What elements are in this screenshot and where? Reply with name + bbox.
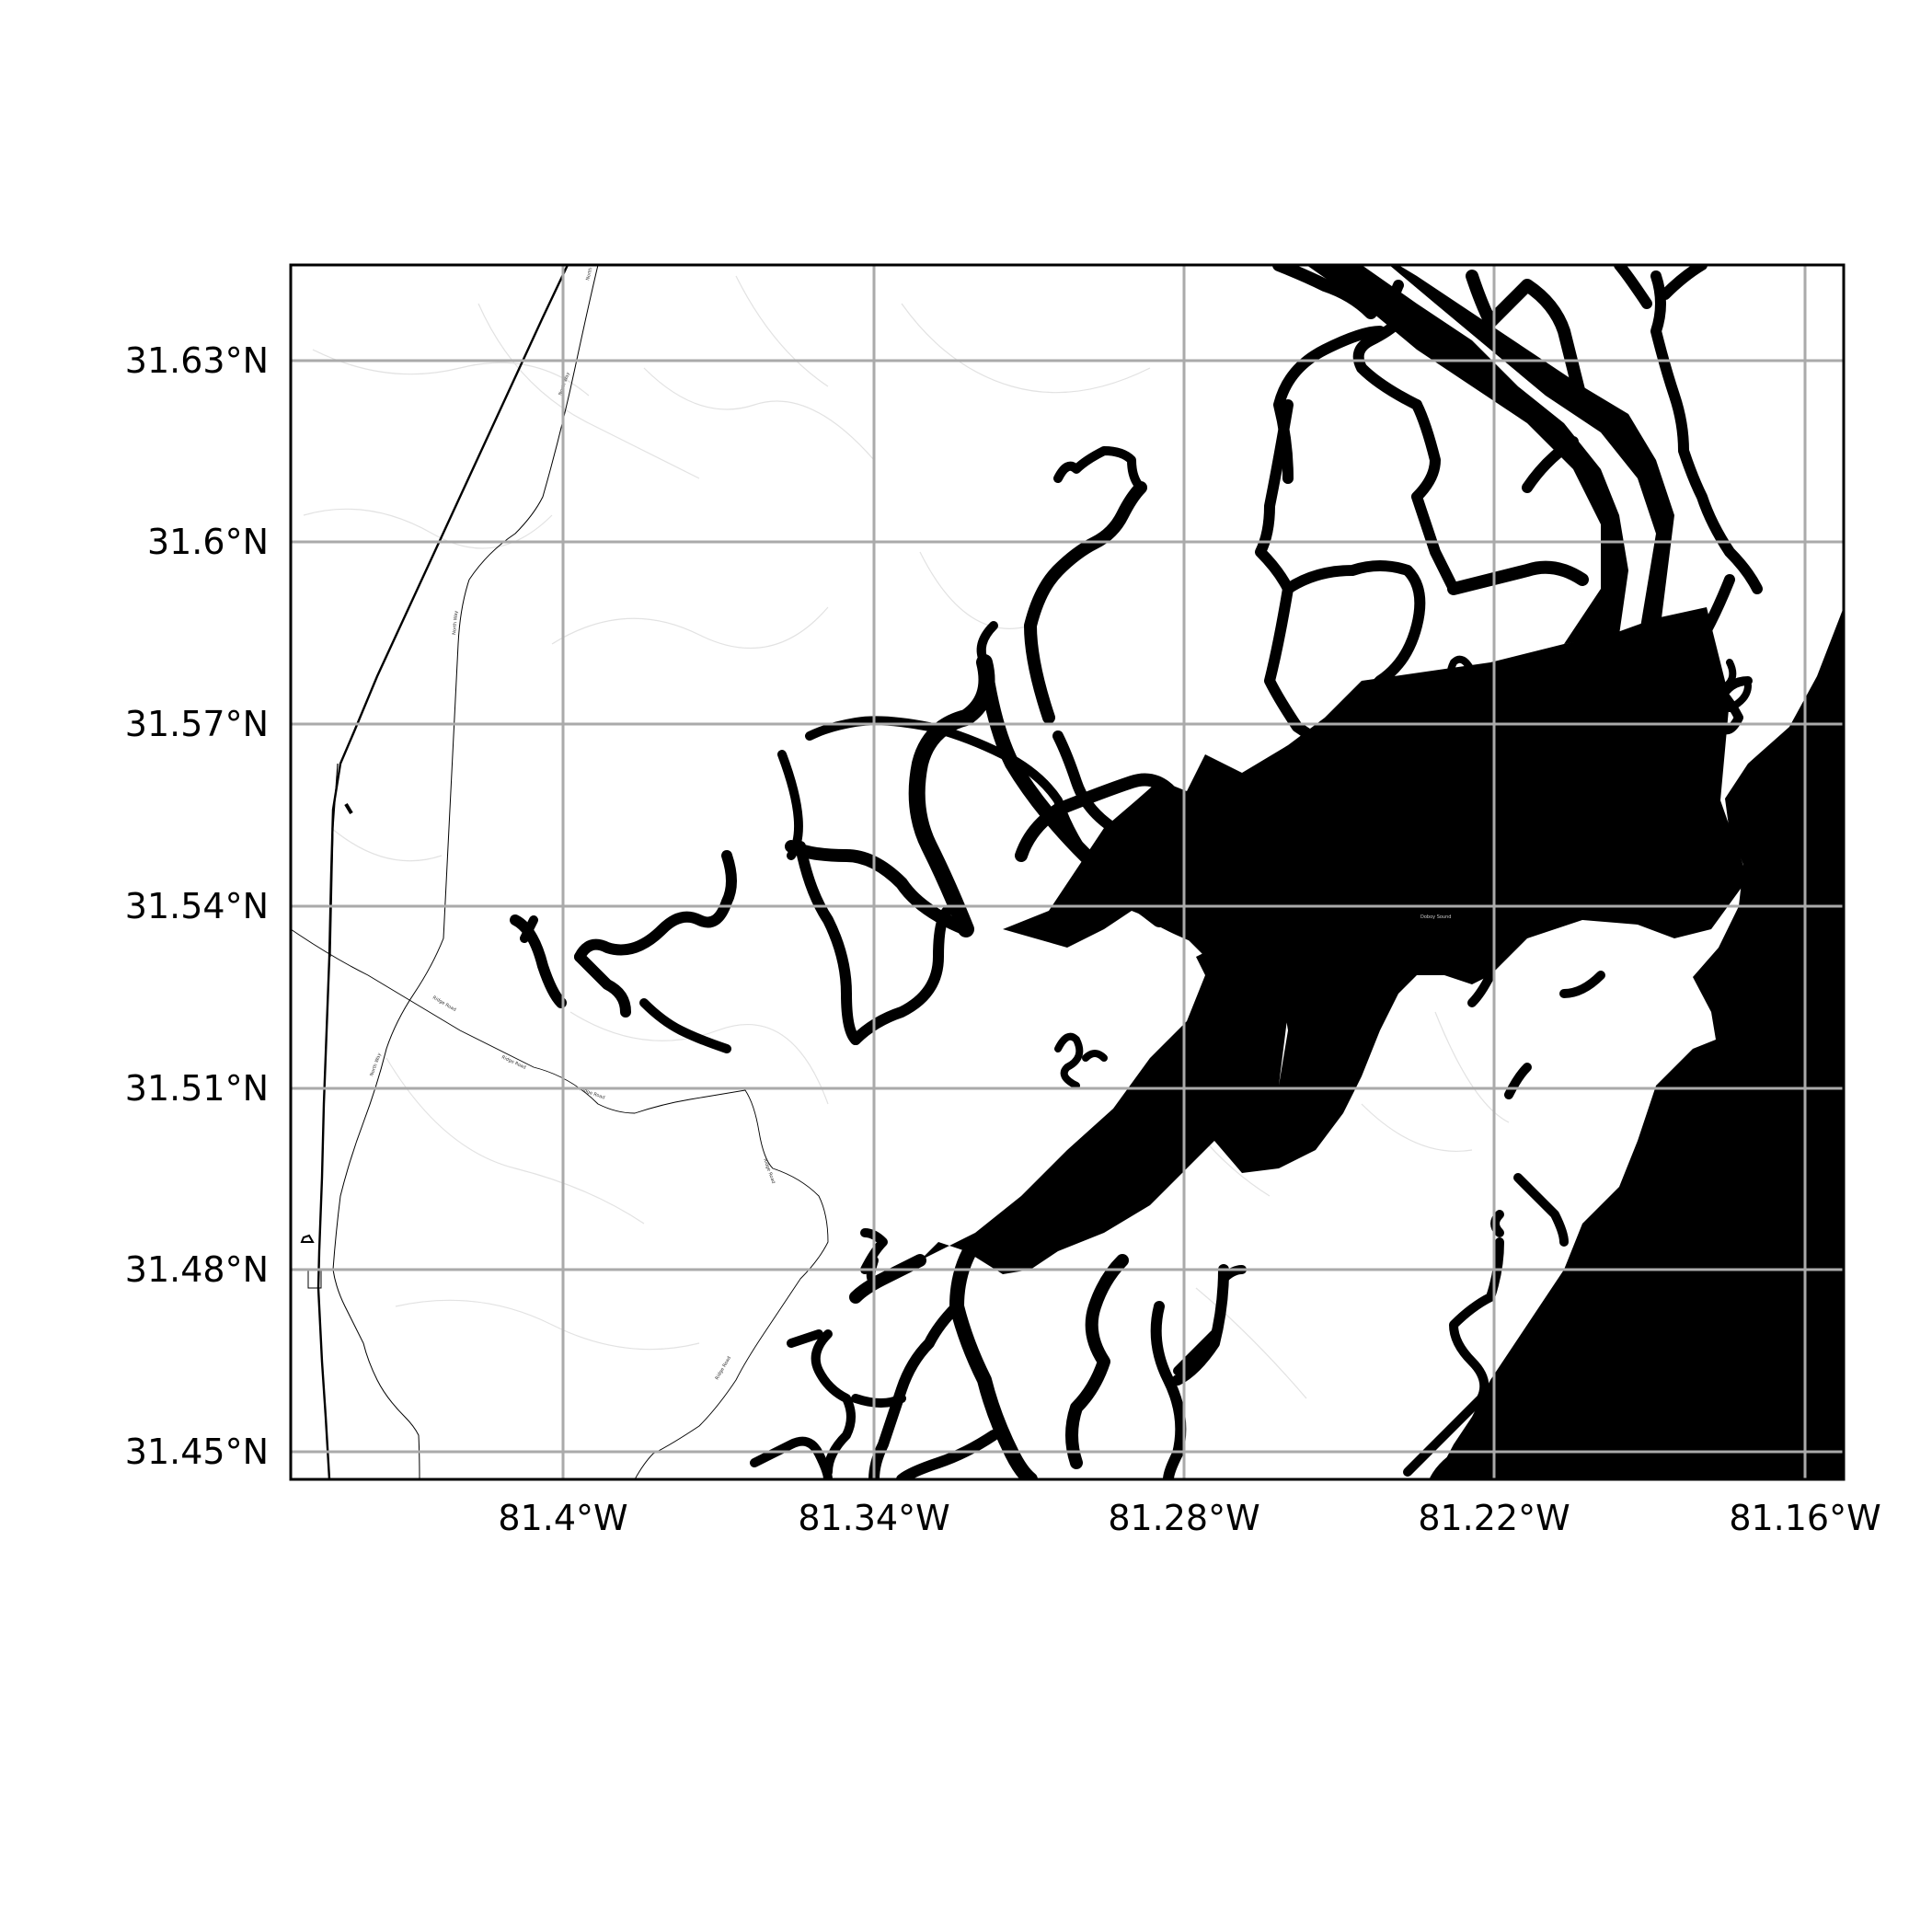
water-label: Doboy Sound	[1420, 914, 1451, 920]
y-tick-label: 31.54°N	[125, 886, 269, 926]
x-tick-label: 81.16°W	[1729, 1498, 1880, 1538]
road-label: North Way	[452, 610, 459, 635]
graticule	[291, 265, 1844, 1479]
map-frame	[289, 263, 1846, 1481]
map-area: North Way North Way North Way North Way …	[291, 265, 1844, 1479]
southern-creeks	[750, 676, 1697, 1479]
y-tick-label: 31.57°N	[125, 704, 269, 744]
ocean	[1435, 607, 1844, 1479]
central-creeks	[976, 265, 1763, 935]
x-tick-label: 81.22°W	[1418, 1498, 1570, 1538]
x-tick-label: 81.4°W	[498, 1498, 627, 1538]
x-tick-label: 81.28°W	[1108, 1498, 1259, 1538]
y-tick-label: 31.63°N	[125, 340, 269, 381]
ridge-road	[291, 928, 829, 1479]
main-sound	[920, 607, 1748, 1274]
y-tick-label: 31.45°N	[125, 1432, 269, 1472]
minor-roads	[303, 275, 1510, 1399]
y-tick-label: 31.48°N	[125, 1249, 269, 1290]
marsh-squiggles	[1054, 655, 1752, 1089]
y-tick-label: 31.6°N	[147, 522, 269, 562]
water-bodies	[510, 265, 1844, 1479]
y-axis-labels: 31.63°N 31.6°N 31.57°N 31.54°N 31.51°N 3…	[125, 340, 269, 1472]
north-channel	[1288, 265, 1674, 727]
x-tick-label: 81.34°W	[798, 1498, 949, 1538]
highway	[316, 265, 569, 1479]
x-axis-labels: 81.4°W 81.34°W 81.28°W 81.22°W 81.16°W	[498, 1498, 1880, 1538]
y-tick-label: 31.51°N	[125, 1068, 269, 1109]
north-way-road	[332, 265, 599, 1479]
